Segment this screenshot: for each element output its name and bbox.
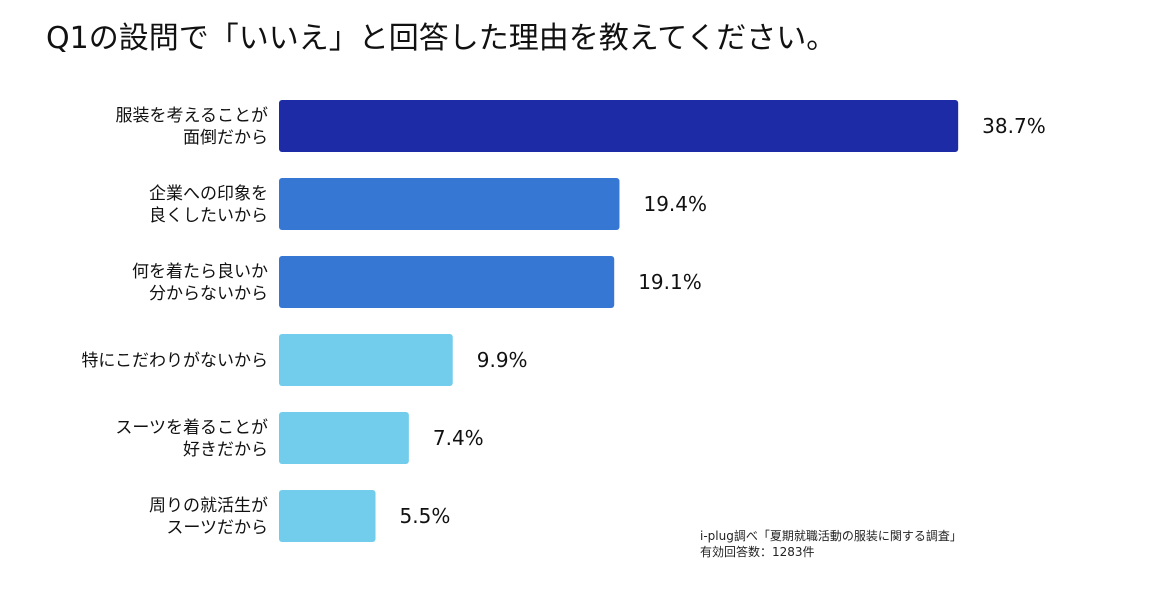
source-note: i-plug調べ「夏期就職活動の服装に関する調査」 有効回答数：1283件 [700, 528, 962, 560]
source-line-2: 有効回答数：1283件 [700, 545, 815, 559]
value-label-4: 7.4% [433, 426, 484, 450]
category-label-2-line-0: 何を着たら良いか [132, 262, 268, 282]
value-label-5: 5.5% [400, 504, 451, 528]
value-label-0: 38.7% [982, 114, 1046, 138]
category-label-1-line-0: 企業への印象を [149, 184, 268, 204]
category-label-0-line-1: 面倒だから [183, 128, 268, 148]
bar-4 [279, 412, 409, 464]
bar-3 [279, 334, 453, 386]
value-label-1: 19.4% [643, 192, 707, 216]
bar-2 [279, 256, 615, 308]
category-label-4-line-1: 好きだから [183, 440, 268, 460]
bar-5 [279, 490, 376, 542]
value-label-2: 19.1% [638, 270, 702, 294]
category-label-5-line-0: 周りの就活生が [149, 496, 268, 516]
category-label-5-line-1: スーツだから [166, 518, 268, 538]
category-label-1-line-1: 良くしたいから [149, 206, 268, 226]
category-label-2-line-1: 分からないから [149, 284, 268, 304]
bar-0 [279, 100, 959, 152]
category-label-4-line-0: スーツを着ることが [115, 418, 268, 438]
value-label-3: 9.9% [477, 348, 528, 372]
category-label-0-line-0: 服装を考えることが [116, 106, 269, 126]
source-line-1: i-plug調べ「夏期就職活動の服装に関する調査」 [700, 529, 962, 543]
chart-title: Q1の設問で「いいえ」と回答した理由を教えてください。 [46, 21, 837, 56]
bar-1 [279, 178, 620, 230]
category-label-3-line-0: 特にこだわりがないから [81, 351, 268, 371]
